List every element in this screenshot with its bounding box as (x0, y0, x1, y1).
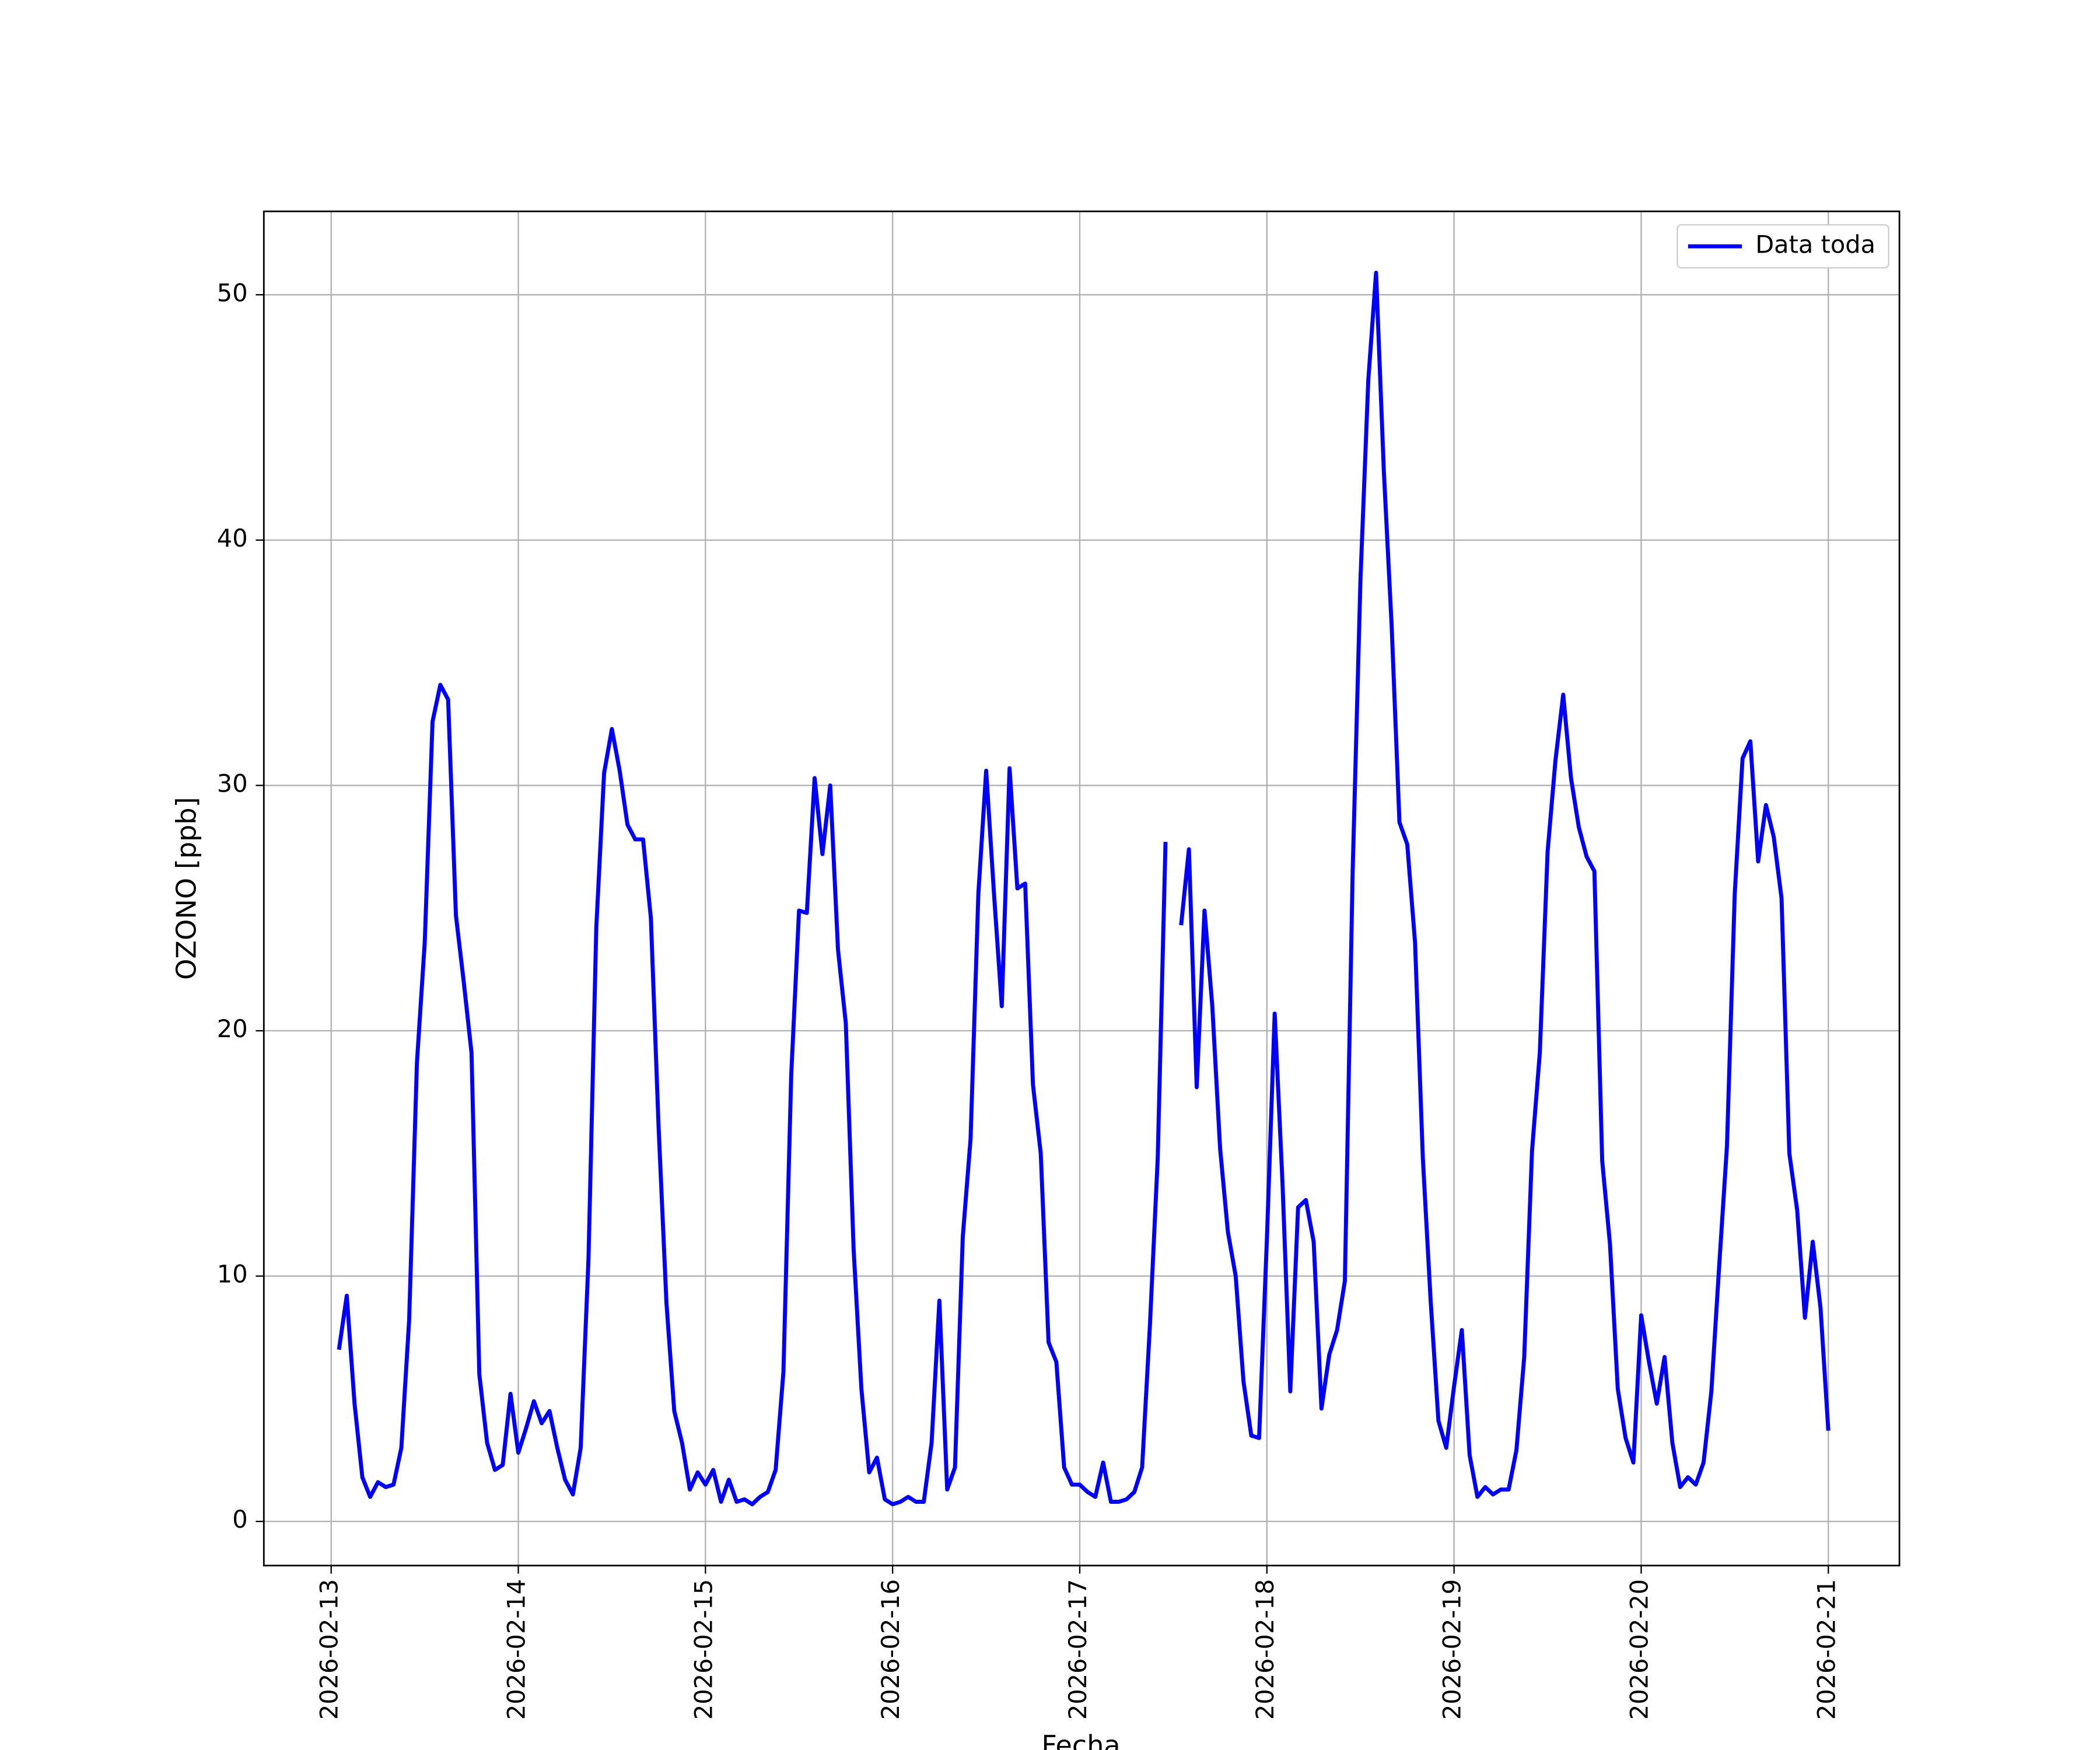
legend: Data toda (1676, 224, 1889, 269)
plot-frame (262, 210, 1901, 1567)
x-tick-label: 2026-02-21 (1812, 1579, 1840, 1720)
y-tick-label: 20 (217, 1014, 248, 1043)
y-tick-label: 30 (217, 769, 248, 797)
data-line (337, 270, 1831, 1507)
y-tick-label: 0 (232, 1505, 247, 1534)
x-tick-label: 2026-02-20 (1625, 1579, 1653, 1720)
y-axis-label: OZONO [ppb] (171, 797, 202, 980)
x-tick-label: 2026-02-17 (1063, 1579, 1092, 1720)
y-tick-label: 40 (217, 524, 248, 552)
x-tick-label: 2026-02-16 (876, 1579, 905, 1720)
y-tick-label: 50 (217, 278, 248, 307)
x-tick-label: 2026-02-14 (502, 1579, 531, 1720)
x-tick-label: 2026-02-13 (315, 1579, 344, 1720)
legend-label: Data toda (1755, 230, 1875, 258)
x-axis-label: Fecha (1041, 1730, 1120, 1750)
y-tick-label: 10 (217, 1260, 248, 1289)
legend-box (1676, 224, 1889, 269)
x-tick-label: 2026-02-18 (1251, 1579, 1279, 1720)
x-tick-label: 2026-02-19 (1438, 1579, 1466, 1720)
x-tick-label: 2026-02-15 (689, 1579, 718, 1720)
